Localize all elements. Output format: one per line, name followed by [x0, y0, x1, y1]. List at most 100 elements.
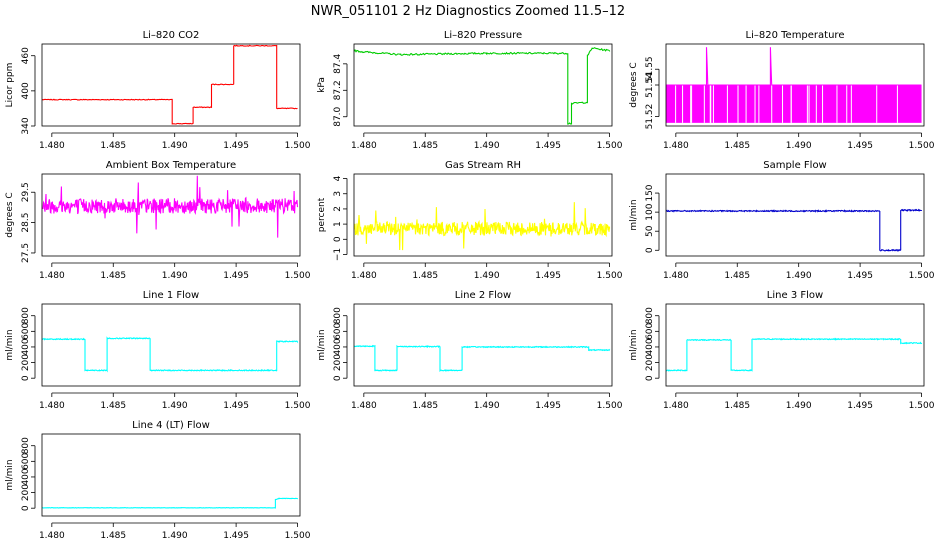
x-tick-label: 1.500	[285, 401, 311, 411]
panel-rh: Gas Stream RH percent 1.480 1.485 1.490 1.495…	[317, 160, 623, 281]
series-line-temperature	[666, 47, 922, 86]
y-axis: −1 0 1 2 3 4	[333, 175, 348, 261]
panel-title: Li–820 CO2	[143, 30, 200, 41]
panel-ambient_box: Ambient Box Temperature degrees C 1.480 1.4…	[5, 160, 311, 281]
panel-title: Line 2 Flow	[455, 290, 511, 301]
x-tick-label: 1.485	[724, 141, 750, 151]
y-tick-label: 400	[21, 338, 31, 355]
x-tick-label: 1.480	[39, 271, 65, 281]
y-tick-label: 800	[333, 307, 343, 324]
x-tick-label: 1.490	[786, 141, 812, 151]
x-axis: 1.480 1.485 1.490 1.495 1.500	[663, 392, 935, 411]
x-tick-label: 1.490	[474, 141, 500, 151]
x-axis: 1.480 1.485 1.490 1.495 1.500	[663, 132, 935, 151]
series-group	[42, 44, 298, 125]
x-tick-label: 1.485	[724, 271, 750, 281]
y-tick-label: 50	[645, 225, 655, 237]
x-tick-label: 1.480	[39, 531, 65, 540]
x-tick-label: 1.480	[663, 271, 689, 281]
x-tick-label: 1.500	[909, 401, 935, 411]
y-tick-label: 27.5	[21, 243, 31, 263]
y-tick-label: 0	[645, 375, 655, 381]
x-tick-label: 1.485	[100, 271, 126, 281]
y-tick-label: 200	[645, 354, 655, 371]
plot-frame	[353, 303, 613, 387]
y-tick-label: 2	[333, 206, 343, 212]
plot-frame	[353, 43, 613, 127]
series-line-sample	[666, 208, 923, 252]
y-tick-label: 1	[333, 221, 343, 227]
y-tick-label: 51.55	[645, 56, 655, 82]
y-tick-label: 200	[333, 354, 343, 371]
x-tick-label: 1.495	[223, 271, 249, 281]
x-tick-label: 1.500	[909, 141, 935, 151]
x-tick-label: 1.485	[412, 271, 438, 281]
panel-title: Line 4 (LT) Flow	[132, 420, 210, 431]
y-axis-label: kPa	[317, 77, 327, 93]
y-tick-label: 87.2	[333, 80, 343, 100]
y-axis-label: degrees C	[5, 192, 15, 237]
y-axis: 340 400 460	[21, 47, 36, 135]
panel-line1: Line 1 Flow ml/min 1.480 1.485 1.490 1.495 1.5…	[5, 290, 311, 411]
y-tick-label: 460	[21, 47, 31, 64]
panel-title: Sample Flow	[763, 160, 827, 171]
y-tick-label: 400	[21, 82, 31, 99]
panel-title: Ambient Box Temperature	[106, 160, 236, 171]
x-tick-label: 1.490	[162, 141, 188, 151]
y-tick-label: 800	[645, 307, 655, 324]
series-group	[666, 47, 922, 123]
y-tick-label: 800	[21, 437, 31, 454]
x-tick-label: 1.495	[223, 141, 249, 151]
series-group	[354, 202, 611, 251]
series-line-line4	[42, 497, 299, 509]
y-tick-label: 600	[645, 322, 655, 339]
y-tick-label: 0	[333, 375, 343, 381]
x-tick-label: 1.500	[285, 271, 311, 281]
x-axis: 1.480 1.485 1.490 1.495 1.500	[39, 392, 311, 411]
x-tick-label: 1.485	[412, 141, 438, 151]
series-band	[666, 85, 922, 123]
x-tick-label: 1.480	[351, 401, 377, 411]
y-tick-label: 51.54	[645, 72, 655, 98]
y-tick-label: 0	[333, 236, 343, 242]
x-tick-label: 1.500	[285, 141, 311, 151]
panel-title: Line 1 Flow	[143, 290, 199, 301]
x-tick-label: 1.480	[663, 141, 689, 151]
x-tick-label: 1.500	[597, 141, 623, 151]
y-axis-label: Licor ppm	[5, 63, 15, 108]
series-line-line3	[666, 337, 923, 372]
y-tick-label: 28.5	[21, 213, 31, 233]
y-axis-label: ml/min	[5, 329, 15, 360]
panel-title: Line 3 Flow	[767, 290, 823, 301]
x-axis: 1.480 1.485 1.490 1.495 1.500	[39, 262, 311, 281]
plot-frame	[41, 303, 301, 387]
series-group	[666, 337, 923, 372]
y-tick-label: 4	[333, 175, 343, 181]
panel-line3: Line 3 Flow ml/min 1.480 1.485 1.490 1.495 1.5…	[629, 290, 935, 411]
x-axis: 1.480 1.485 1.490 1.495 1.500	[39, 132, 311, 151]
series-line-line2	[354, 344, 611, 372]
series-group	[354, 344, 611, 372]
x-tick-label: 1.485	[412, 401, 438, 411]
panel-title: Li–820 Temperature	[746, 30, 845, 41]
x-tick-label: 1.490	[474, 271, 500, 281]
x-tick-label: 1.500	[909, 271, 935, 281]
y-tick-label: 87.4	[333, 54, 343, 74]
x-tick-label: 1.490	[786, 271, 812, 281]
x-tick-label: 1.495	[223, 531, 249, 540]
x-tick-label: 1.480	[663, 401, 689, 411]
y-tick-label: 400	[333, 338, 343, 355]
y-tick-label: 0	[21, 505, 31, 511]
y-axis-label: percent	[317, 197, 327, 232]
y-tick-label: 800	[21, 307, 31, 324]
x-tick-label: 1.495	[223, 401, 249, 411]
plot-frame	[665, 43, 925, 127]
